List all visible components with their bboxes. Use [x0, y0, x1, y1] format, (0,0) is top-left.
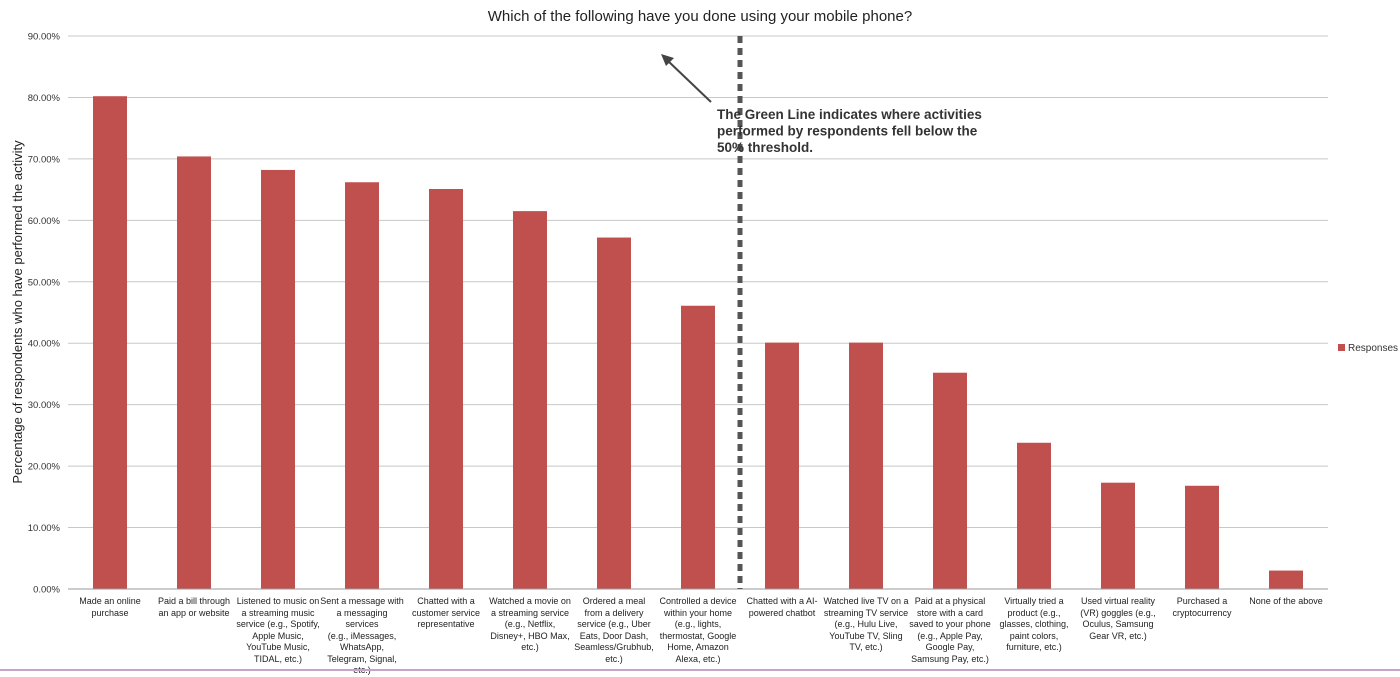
bar — [1101, 482, 1135, 589]
bar — [849, 342, 883, 589]
bars — [93, 96, 1303, 590]
annotation-arrow-shaft — [666, 59, 712, 103]
annotation-text: performed by respondents fell below the — [717, 124, 978, 139]
bar — [597, 237, 631, 589]
y-tick-label: 90.00% — [28, 32, 61, 43]
y-axis-ticks: 0.00% 10.00% 20.00% 30.00% 40.00% 50.00% 60.00… — [28, 32, 61, 596]
y-tick-label: 50.00% — [28, 277, 61, 288]
bar — [1269, 570, 1303, 589]
bar — [261, 169, 295, 589]
bar — [345, 182, 379, 589]
y-tick-label: 30.00% — [28, 400, 61, 411]
bar — [933, 372, 967, 589]
annotation-text: The Green Line indicates where activitie… — [717, 107, 982, 122]
annotation: The Green Line indicates where activitie… — [661, 54, 982, 155]
bar — [681, 305, 715, 589]
y-tick-label: 20.00% — [28, 462, 61, 473]
annotation-text: 50% threshold. — [717, 140, 813, 155]
y-tick-label: 10.00% — [28, 523, 61, 534]
legend: Responses — [1338, 343, 1398, 354]
y-tick-label: 80.00% — [28, 93, 61, 104]
bar — [177, 156, 211, 590]
legend-label: Responses — [1348, 343, 1398, 354]
bar — [513, 211, 547, 589]
bottom-border — [0, 669, 1400, 671]
y-tick-label: 40.00% — [28, 339, 61, 350]
y-tick-label: 60.00% — [28, 216, 61, 227]
y-tick-label: 0.00% — [33, 585, 60, 596]
bar — [429, 188, 463, 589]
bar — [1017, 442, 1051, 589]
y-tick-label: 70.00% — [28, 154, 61, 165]
legend-swatch — [1338, 344, 1345, 351]
y-axis-label: Percentage of respondents who have perfo… — [10, 140, 25, 484]
bar — [765, 342, 799, 589]
bar — [1185, 485, 1219, 589]
bar — [93, 96, 127, 590]
chart-title: Which of the following have you done usi… — [488, 8, 912, 25]
annotation-arrow-head — [661, 54, 674, 66]
